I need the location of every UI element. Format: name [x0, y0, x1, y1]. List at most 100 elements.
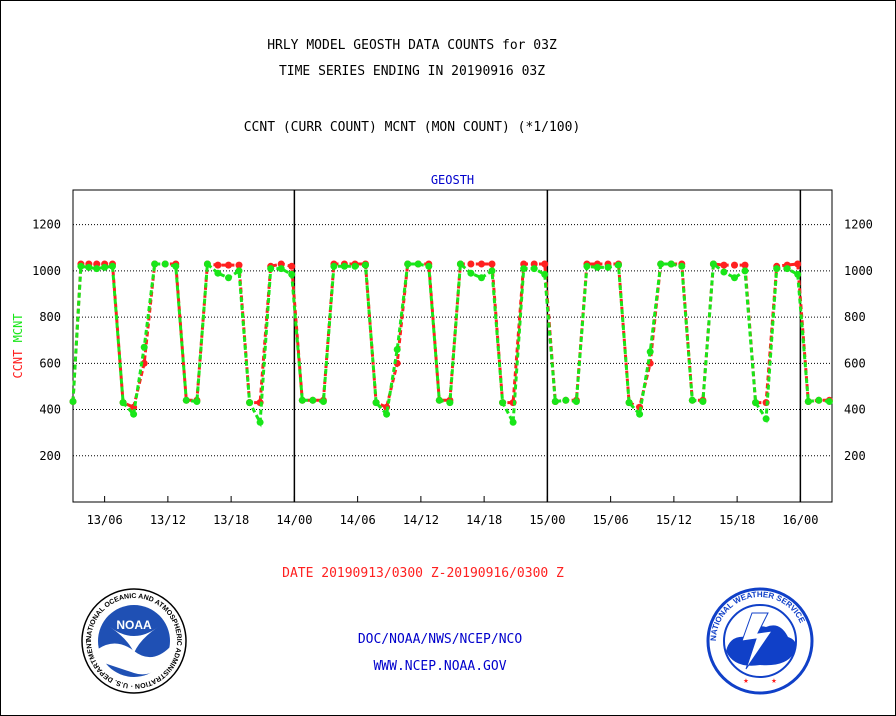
ytick-left-400: 400	[39, 403, 61, 417]
point-mcnt-9	[151, 260, 159, 268]
point-mcnt-4	[101, 263, 109, 271]
point-mcnt-52	[604, 263, 612, 271]
point-mcnt-30	[372, 399, 380, 407]
point-mcnt-36	[435, 396, 443, 404]
point-mcnt-6	[119, 399, 127, 407]
point-mcnt-42	[499, 399, 507, 407]
point-ccnt-63	[720, 261, 728, 269]
point-mcnt-21	[277, 265, 285, 273]
point-ccnt-17	[235, 261, 243, 269]
ytick-right-400: 400	[844, 403, 866, 417]
ytick-right-1200: 1200	[844, 218, 873, 232]
point-mcnt-17	[235, 267, 243, 275]
point-mcnt-44	[520, 265, 528, 273]
point-mcnt-64	[731, 274, 738, 282]
xtick-label-15-00: 15/00	[529, 513, 565, 527]
point-ccnt-39	[467, 260, 475, 268]
point-mcnt-35	[425, 262, 433, 270]
point-mcnt-34	[414, 260, 422, 268]
point-mcnt-66	[752, 399, 760, 407]
point-mcnt-8	[140, 343, 148, 351]
point-mcnt-37	[446, 399, 454, 407]
point-mcnt-51	[593, 263, 601, 271]
point-mcnt-47	[551, 398, 559, 405]
xtick-label-14-12: 14/12	[403, 513, 439, 527]
ytick-right-600: 600	[844, 356, 866, 370]
xtick-label-15-18: 15/18	[719, 513, 755, 527]
point-mcnt-31	[383, 410, 391, 418]
point-mcnt-59	[678, 262, 686, 270]
point-mcnt-10	[161, 260, 169, 268]
xtick-label-15-12: 15/12	[656, 513, 692, 527]
point-mcnt-45	[530, 265, 538, 273]
star-left-icon: ★	[743, 676, 749, 686]
header-title-line2: TIME SERIES ENDING IN 20190916 03Z	[278, 64, 546, 79]
plot-frame	[72, 189, 833, 503]
ytick-left-200: 200	[39, 449, 61, 463]
point-mcnt-14	[203, 260, 211, 268]
point-ccnt-46	[541, 260, 549, 268]
point-mcnt-67	[762, 415, 770, 423]
xtick-label-14-00: 14/00	[276, 513, 312, 527]
point-mcnt-49	[572, 398, 580, 405]
xtick-label-15-06: 15/06	[593, 513, 629, 527]
noaa-logo: NATIONAL OCEANIC AND ATMOSPHERIC ADMINIS…	[80, 587, 187, 694]
star-right-icon: ★	[771, 676, 777, 686]
point-mcnt-63	[720, 268, 728, 276]
y-axis-label-mcnt: MCNT	[11, 313, 25, 349]
ytick-right-800: 800	[844, 310, 866, 324]
point-mcnt-13	[193, 398, 201, 405]
point-mcnt-18	[246, 399, 254, 407]
point-mcnt-58	[667, 260, 675, 268]
noaa-logo-text: NOAA	[116, 618, 152, 632]
point-mcnt-72	[815, 396, 823, 404]
point-mcnt-54	[625, 399, 633, 407]
point-ccnt-64	[731, 261, 738, 269]
url-link[interactable]: WWW.NCEP.NOAA.GOV	[373, 659, 507, 674]
point-mcnt-73	[825, 398, 833, 405]
date-range: DATE 20190913/0300 Z-20190916/0300 Z	[282, 566, 564, 581]
point-mcnt-62	[709, 260, 717, 268]
y-axis-label: CCNT MCNT	[11, 313, 25, 378]
point-mcnt-57	[657, 260, 665, 268]
header-title-line1: HRLY MODEL GEOSTH DATA COUNTS for 03Z	[267, 38, 557, 53]
point-mcnt-2	[85, 263, 93, 271]
point-mcnt-7	[130, 410, 138, 418]
xtick-label-14-18: 14/18	[466, 513, 502, 527]
point-ccnt-15	[214, 261, 222, 269]
point-mcnt-11	[172, 262, 180, 270]
ytick-left-600: 600	[39, 356, 61, 370]
xtick-label-13-12: 13/12	[150, 513, 186, 527]
ytick-left-800: 800	[39, 310, 61, 324]
point-mcnt-70	[794, 270, 802, 278]
point-mcnt-15	[214, 269, 222, 277]
point-mcnt-22	[288, 270, 296, 278]
point-mcnt-0	[69, 398, 77, 405]
point-mcnt-1	[77, 262, 85, 270]
point-ccnt-40	[478, 260, 485, 268]
point-mcnt-55	[636, 410, 644, 418]
point-ccnt-65	[741, 261, 749, 269]
point-mcnt-43	[509, 418, 517, 426]
xtick-label-14-06: 14/06	[340, 513, 376, 527]
point-mcnt-50	[583, 262, 591, 270]
ytick-left-1200: 1200	[32, 218, 61, 232]
ytick-right-1000: 1000	[844, 264, 873, 278]
point-mcnt-61	[699, 398, 707, 405]
point-mcnt-16	[225, 274, 232, 282]
ytick-right-200: 200	[844, 449, 866, 463]
point-ccnt-41	[488, 260, 496, 268]
org-text: DOC/NOAA/NWS/NCEP/NCO	[357, 632, 523, 647]
point-mcnt-39	[467, 269, 475, 277]
point-ccnt-70	[794, 260, 802, 268]
point-mcnt-20	[267, 265, 275, 273]
xtick-label-16-00: 16/00	[782, 513, 818, 527]
header-title-line3: CCNT (CURR COUNT) MCNT (MON COUNT) (*1/1…	[243, 120, 581, 135]
point-mcnt-19	[256, 418, 264, 426]
point-mcnt-53	[615, 261, 622, 269]
point-mcnt-24	[309, 396, 317, 404]
point-mcnt-65	[741, 267, 749, 275]
point-mcnt-38	[456, 260, 464, 268]
ytick-left-1000: 1000	[32, 264, 61, 278]
